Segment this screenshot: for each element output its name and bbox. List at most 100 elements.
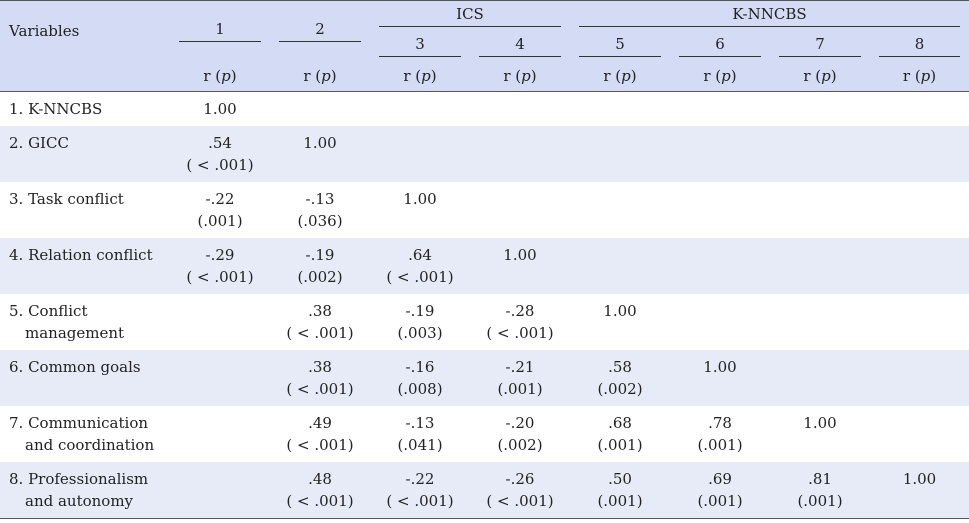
p-value: ( < .001) [186, 156, 254, 174]
correlation-cell: -.16 (.008) [370, 350, 470, 406]
r-value: 1.00 [203, 100, 237, 118]
col-header-7: 7 [770, 31, 870, 62]
stat-p: p [221, 67, 231, 86]
r-value: .69 [708, 470, 732, 488]
table-row: 6. Common goals .38 ( < .001) -.16 (.008) -.2… [0, 350, 969, 406]
correlation-cell [670, 92, 770, 127]
variable-label: 7. Communication and coordination [0, 406, 170, 462]
p-value: (.001) [697, 492, 743, 510]
correlation-cell: .69 (.001) [670, 462, 770, 519]
p-value: ( < .001) [486, 324, 554, 342]
correlation-cell: .81 (.001) [770, 462, 870, 519]
variable-label-line2: and autonomy [25, 492, 134, 510]
group-header-ics: ICS [370, 0, 570, 31]
r-value: -.28 [505, 302, 535, 320]
variable-label: 4. Relation conflict [0, 238, 170, 294]
variable-label-line1: 1. K-NNCBS [9, 100, 103, 118]
r-value: .68 [608, 414, 632, 432]
stat-label: r (p) [370, 62, 470, 92]
correlation-cell [570, 238, 670, 294]
variable-label-line1: 4. Relation conflict [9, 246, 153, 264]
col-header-1: 1 [170, 0, 270, 62]
correlation-cell [770, 350, 870, 406]
col-number-3: 3 [379, 35, 461, 57]
correlation-cell: 1.00 [270, 126, 370, 182]
variable-label-line1: 6. Common goals [9, 358, 141, 376]
stat-close: ) [230, 67, 237, 86]
col-header-5: 5 [570, 31, 670, 62]
correlation-cell: -.19 (.002) [270, 238, 370, 294]
variable-label: 8. Professionalism and autonomy [0, 462, 170, 519]
r-value: -.13 [305, 190, 335, 208]
correlation-cell: -.20 (.002) [470, 406, 570, 462]
p-value: (.036) [297, 212, 343, 230]
r-value: .38 [308, 302, 332, 320]
r-value: 1.00 [902, 470, 937, 488]
stat-r: r ( [503, 67, 522, 86]
col-header-8: 8 [870, 31, 969, 62]
p-value: (.041) [397, 436, 443, 454]
correlation-cell [870, 182, 969, 238]
stat-p: p [321, 67, 331, 86]
correlation-cell: -.22 (.001) [170, 182, 270, 238]
p-value: ( < .001) [186, 268, 254, 286]
correlation-cell [470, 182, 570, 238]
r-value: -.22 [205, 190, 235, 208]
col-number-2: 2 [279, 20, 361, 43]
r-value: -.22 [405, 470, 435, 488]
correlation-cell [770, 126, 870, 182]
variables-header-blank [0, 62, 170, 92]
variable-label-line1: 2. GICC [9, 134, 69, 152]
correlation-cell [370, 126, 470, 182]
correlation-cell: -.21 (.001) [470, 350, 570, 406]
group-label-knncbs: K-NNCBS [579, 5, 961, 27]
correlation-cell: .48 ( < .001) [270, 462, 370, 519]
variable-label-line2: management [25, 324, 125, 342]
table-header: Variables 1 2 ICS K-NNCBS 3 4 5 6 7 8 r … [0, 0, 969, 92]
stat-close: ) [530, 67, 537, 86]
col-number-8: 8 [879, 35, 961, 57]
correlation-cell [470, 92, 570, 127]
stat-label: r (p) [770, 62, 870, 92]
correlation-cell: -.28 ( < .001) [470, 294, 570, 350]
correlation-cell: -.19 (.003) [370, 294, 470, 350]
correlation-cell [770, 294, 870, 350]
r-value: .78 [708, 414, 732, 432]
col-number-6: 6 [679, 35, 761, 57]
correlation-cell: .68 (.001) [570, 406, 670, 462]
col-header-3: 3 [370, 31, 470, 62]
p-value: (.008) [397, 380, 443, 398]
table-row: 1. K-NNCBS 1.00 [0, 92, 969, 127]
variable-label: 3. Task conflict [0, 182, 170, 238]
correlation-cell [870, 238, 969, 294]
r-value: -.20 [505, 414, 535, 432]
r-value: 1.00 [603, 302, 637, 320]
correlation-cell: 1.00 [470, 238, 570, 294]
stat-label: r (p) [570, 62, 670, 92]
stat-r: r ( [303, 67, 322, 86]
correlation-cell [770, 92, 870, 127]
correlation-cell [170, 350, 270, 406]
r-value: .48 [308, 470, 332, 488]
stat-label: r (p) [270, 62, 370, 92]
variable-label-line1: 5. Conflict [9, 302, 88, 320]
variable-label: 5. Conflict management [0, 294, 170, 350]
correlation-cell: 1.00 [570, 294, 670, 350]
r-value: -.16 [405, 358, 435, 376]
col-number-1: 1 [179, 20, 261, 43]
correlation-cell [670, 238, 770, 294]
stat-label: r (p) [870, 62, 969, 92]
group-header-knncbs: K-NNCBS [570, 0, 969, 31]
correlation-cell: 1.00 [170, 92, 270, 127]
r-value: 1.00 [703, 358, 737, 376]
variable-label: 1. K-NNCBS [0, 92, 170, 127]
r-value: .49 [308, 414, 332, 432]
correlation-cell [770, 238, 870, 294]
col-number-5: 5 [579, 35, 661, 57]
col-header-4: 4 [470, 31, 570, 62]
p-value: ( < .001) [386, 268, 454, 286]
correlation-cell [870, 92, 969, 127]
r-value: -.13 [405, 414, 435, 432]
stat-r: r ( [403, 67, 422, 86]
correlation-cell [570, 92, 670, 127]
